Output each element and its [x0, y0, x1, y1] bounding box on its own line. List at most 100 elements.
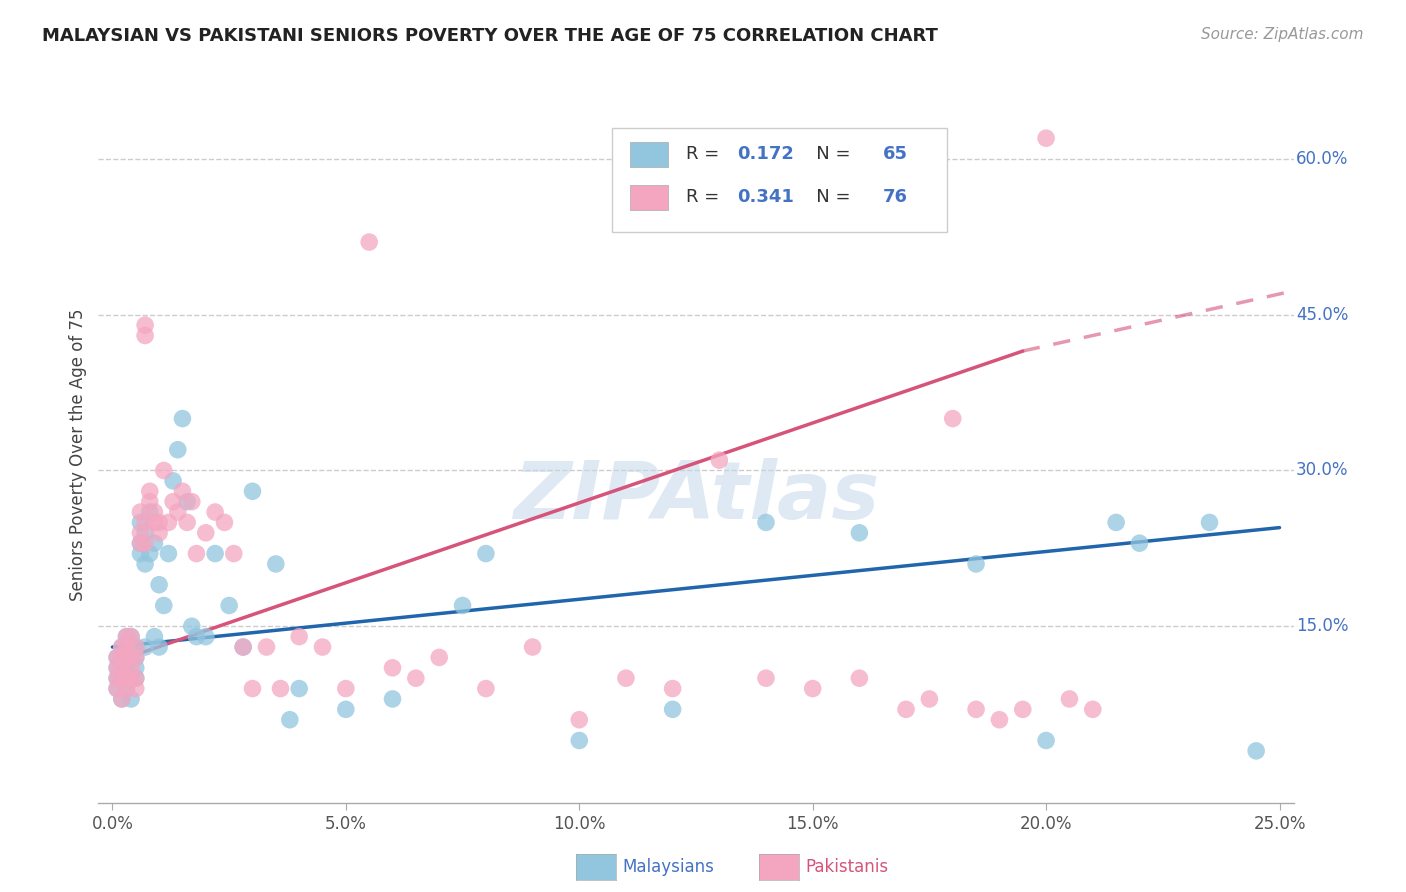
Point [148, 525, 170, 540]
Point [166, 442, 188, 457]
Point [522, 640, 544, 654]
Point [125, 650, 148, 665]
Point [242, 681, 264, 696]
Point [176, 516, 198, 530]
Point [120, 661, 142, 675]
Point [755, 671, 778, 685]
Point [942, 411, 965, 425]
Point [105, 671, 128, 685]
Point [125, 640, 148, 654]
Point [105, 661, 128, 675]
Point [105, 681, 128, 696]
Point [176, 494, 198, 508]
Point [120, 640, 142, 654]
Point [134, 318, 156, 332]
Text: Pakistanis: Pakistanis [806, 858, 889, 876]
Point [172, 484, 194, 499]
Point [120, 630, 142, 644]
Point [242, 484, 264, 499]
Point [143, 505, 166, 519]
Point [288, 681, 311, 696]
Point [381, 661, 404, 675]
Point [1035, 131, 1057, 145]
Point [148, 640, 170, 654]
Text: R =: R = [686, 188, 725, 206]
Point [172, 411, 194, 425]
Point [1059, 692, 1081, 706]
Point [186, 547, 208, 561]
Text: 65: 65 [883, 145, 908, 163]
Point [194, 630, 217, 644]
Point [157, 547, 180, 561]
Point [288, 630, 311, 644]
Point [105, 650, 128, 665]
Point [1105, 516, 1128, 530]
Point [143, 516, 166, 530]
Point [232, 640, 254, 654]
Text: 15.0%: 15.0% [1296, 617, 1348, 635]
Point [111, 650, 134, 665]
Point [111, 640, 134, 654]
Point [965, 702, 987, 716]
Point [162, 494, 184, 508]
Point [115, 650, 138, 665]
Point [115, 681, 138, 696]
Point [162, 474, 184, 488]
Point [1128, 536, 1150, 550]
Point [115, 671, 138, 685]
Point [129, 525, 152, 540]
Point [568, 733, 591, 747]
Text: Malaysians: Malaysians [623, 858, 714, 876]
Point [204, 547, 226, 561]
Point [218, 599, 240, 613]
Point [139, 547, 162, 561]
Point [111, 671, 134, 685]
Bar [630, 142, 668, 167]
FancyBboxPatch shape [612, 128, 946, 232]
Point [111, 640, 134, 654]
Y-axis label: Seniors Poverty Over the Age of 75: Seniors Poverty Over the Age of 75 [69, 309, 87, 601]
Point [129, 547, 152, 561]
Point [111, 650, 134, 665]
Point [451, 599, 474, 613]
Point [1081, 702, 1104, 716]
Point [125, 681, 148, 696]
Point [129, 536, 152, 550]
Point [214, 516, 236, 530]
Point [1244, 744, 1267, 758]
Point [988, 713, 1011, 727]
Point [115, 681, 138, 696]
Point [134, 557, 156, 571]
Point [848, 671, 870, 685]
Point [143, 630, 166, 644]
Point [335, 702, 357, 716]
Point [755, 516, 778, 530]
Point [125, 650, 148, 665]
Point [134, 516, 156, 530]
Point [614, 671, 637, 685]
Point [120, 671, 142, 685]
Point [918, 692, 941, 706]
Point [311, 640, 333, 654]
Point [381, 692, 404, 706]
Point [115, 661, 138, 675]
Text: N =: N = [800, 145, 856, 163]
Point [204, 505, 226, 519]
Point [125, 671, 148, 685]
Point [120, 650, 142, 665]
Point [120, 630, 142, 644]
Point [568, 713, 591, 727]
Point [1011, 702, 1033, 716]
Point [105, 671, 128, 685]
Point [105, 650, 128, 665]
Text: 0.341: 0.341 [737, 188, 794, 206]
Point [129, 505, 152, 519]
Point [359, 235, 381, 249]
Point [148, 578, 170, 592]
Point [139, 494, 162, 508]
Point [105, 681, 128, 696]
Point [166, 505, 188, 519]
Text: MALAYSIAN VS PAKISTANI SENIORS POVERTY OVER THE AGE OF 75 CORRELATION CHART: MALAYSIAN VS PAKISTANI SENIORS POVERTY O… [42, 27, 938, 45]
Point [152, 599, 174, 613]
Text: 30.0%: 30.0% [1296, 461, 1348, 480]
